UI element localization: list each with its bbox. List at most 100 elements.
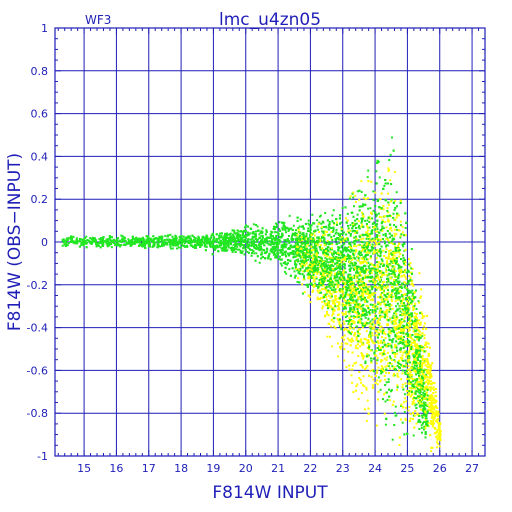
data-point: [243, 230, 246, 233]
data-point: [269, 233, 272, 236]
data-point: [276, 240, 279, 243]
data-point: [349, 245, 352, 248]
data-point: [298, 246, 301, 249]
data-point: [146, 235, 149, 238]
data-point: [128, 240, 131, 243]
data-point: [343, 246, 346, 249]
data-point: [76, 242, 79, 245]
data-point: [183, 242, 186, 244]
data-point: [151, 245, 154, 248]
data-point: [293, 245, 296, 248]
data-point: [285, 231, 287, 234]
data-point: [393, 268, 396, 271]
data-point: [301, 273, 304, 276]
data-point: [304, 223, 307, 225]
data-point: [257, 248, 260, 251]
data-point: [181, 239, 184, 242]
data-point: [70, 240, 73, 243]
data-point: [417, 300, 420, 303]
data-point: [419, 390, 422, 393]
data-point: [216, 246, 219, 249]
data-point: [280, 258, 283, 261]
data-point: [340, 229, 343, 232]
data-point: [337, 265, 340, 268]
data-point: [194, 237, 197, 239]
data-point: [380, 258, 383, 261]
data-point: [370, 230, 373, 233]
data-point: [360, 191, 363, 193]
data-point: [305, 283, 308, 286]
data-point: [394, 351, 396, 354]
data-point: [163, 243, 166, 246]
data-point: [313, 247, 316, 250]
data-point: [152, 238, 155, 241]
data-point: [354, 288, 357, 291]
data-point: [219, 242, 222, 245]
data-point: [105, 242, 108, 245]
data-point: [398, 307, 401, 310]
data-point: [391, 327, 394, 330]
data-point: [353, 274, 356, 277]
data-point: [231, 233, 234, 236]
data-point: [112, 240, 115, 243]
data-point: [270, 235, 273, 238]
data-point: [308, 256, 311, 259]
data-point: [172, 244, 175, 247]
data-point: [302, 246, 305, 248]
data-point: [419, 336, 422, 339]
data-point: [144, 247, 147, 249]
data-point: [347, 239, 350, 241]
data-point: [310, 243, 313, 246]
data-point: [369, 320, 372, 323]
data-point: [390, 272, 393, 275]
data-point: [259, 237, 262, 239]
data-point: [378, 265, 381, 268]
data-point: [414, 367, 417, 370]
data-point: [404, 308, 407, 311]
data-point: [162, 244, 165, 247]
data-point: [304, 242, 306, 245]
data-point: [174, 242, 177, 245]
data-point: [229, 240, 231, 243]
data-point: [237, 238, 240, 241]
data-point: [154, 237, 157, 240]
data-point: [285, 243, 288, 246]
data-point: [379, 285, 382, 288]
data-point: [253, 252, 256, 255]
data-point: [80, 241, 83, 244]
data-point: [306, 283, 309, 286]
data-point: [284, 261, 287, 264]
data-point: [327, 283, 330, 286]
data-point: [130, 240, 133, 243]
data-point: [414, 382, 417, 385]
data-point: [273, 228, 276, 231]
data-point: [276, 245, 279, 248]
data-point: [328, 243, 331, 246]
data-point: [411, 334, 414, 336]
data-point: [234, 237, 236, 240]
data-point: [412, 321, 414, 324]
data-point: [244, 230, 247, 232]
data-point: [280, 264, 283, 267]
data-point: [69, 236, 72, 239]
data-point: [211, 253, 214, 256]
data-point: [310, 270, 313, 273]
data-point: [353, 205, 355, 208]
data-point: [304, 244, 307, 247]
data-point: [222, 248, 225, 250]
data-point: [350, 248, 353, 251]
data-point: [414, 335, 417, 338]
data-point: [352, 196, 355, 199]
data-point: [247, 238, 250, 241]
data-point: [424, 417, 427, 420]
data-point: [252, 231, 255, 233]
data-point: [375, 170, 378, 173]
data-point: [126, 241, 129, 244]
data-point: [386, 284, 389, 287]
data-point: [115, 239, 118, 242]
data-point: [394, 405, 397, 408]
data-point: [364, 361, 367, 364]
data-point: [224, 241, 227, 244]
data-point: [415, 403, 418, 406]
data-point: [316, 243, 319, 245]
